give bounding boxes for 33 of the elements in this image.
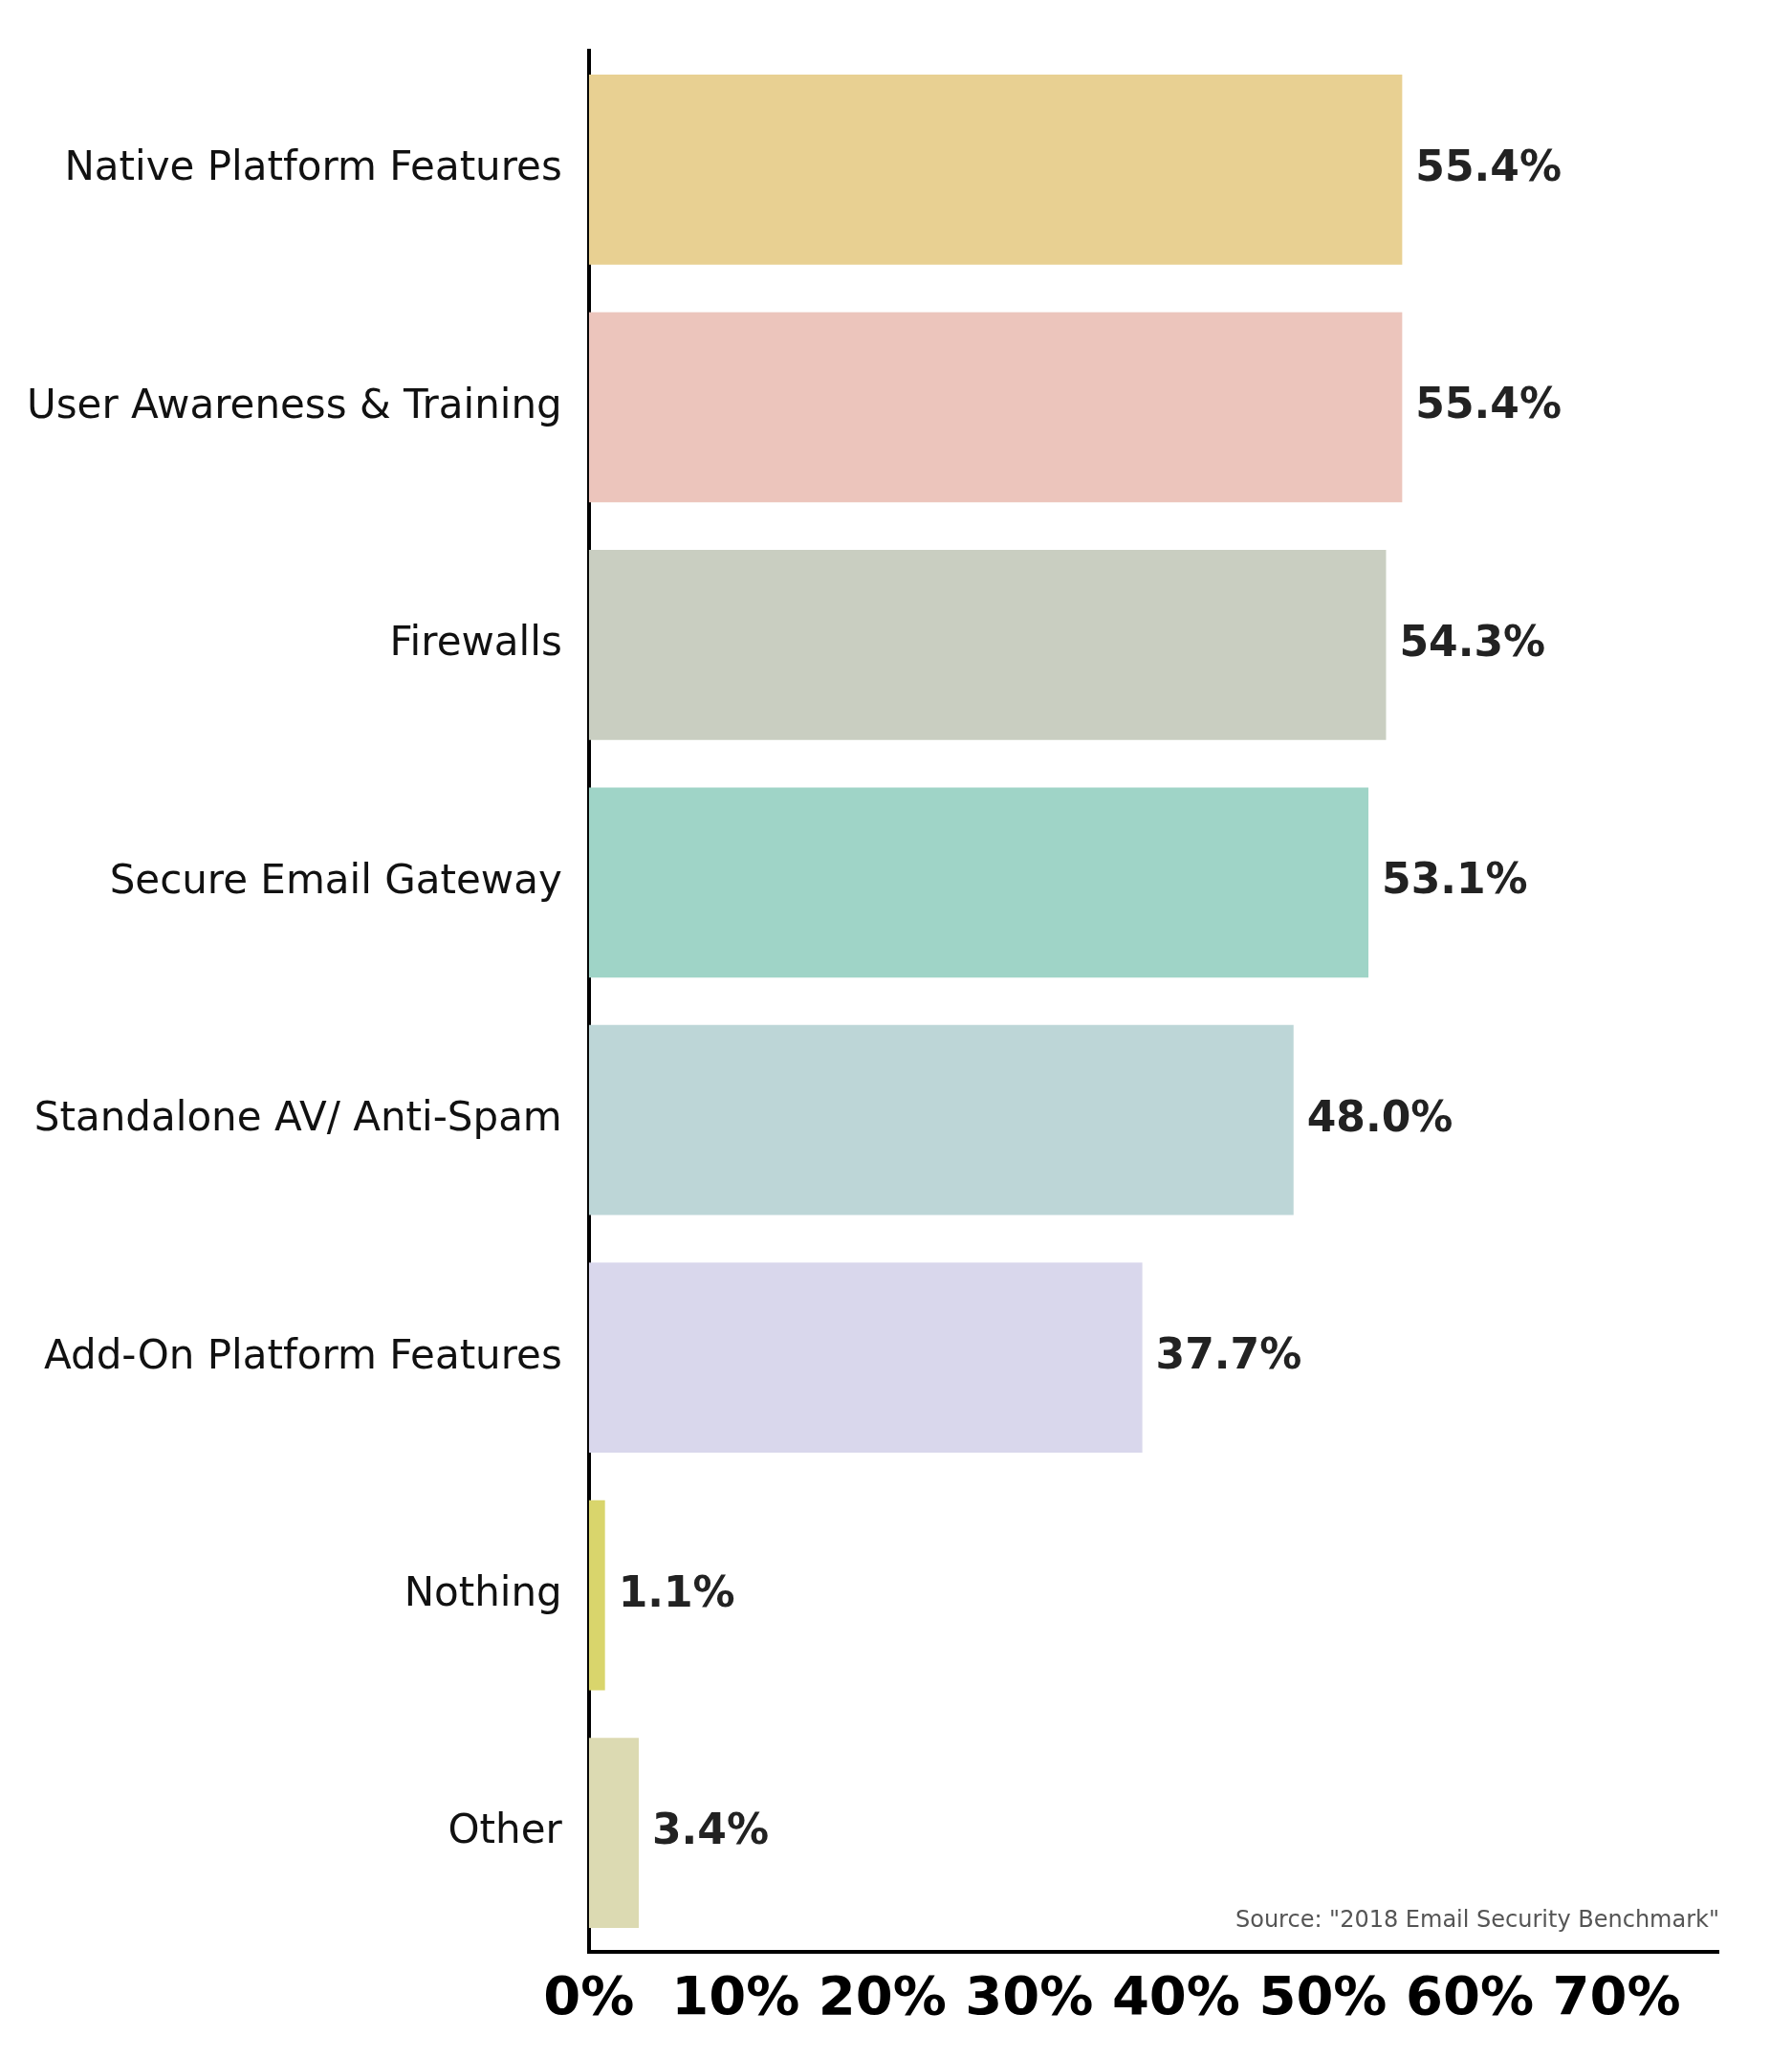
bar [588,75,1403,265]
y-tick-label: Nothing [404,1568,562,1616]
x-tick-label: 30% [965,1963,1094,2026]
x-tick-label: 40% [1111,1963,1240,2026]
y-tick-label: Other [448,1806,563,1853]
data-label: 53.1% [1382,854,1528,904]
bar [588,312,1403,503]
bar [588,787,1369,978]
y-tick-label: Firewalls [389,618,562,666]
x-tick-label: 70% [1552,1963,1681,2026]
y-tick-label: Add-On Platform Features [44,1330,562,1378]
x-tick-label: 0% [543,1963,635,2026]
data-label: 55.4% [1415,141,1563,190]
data-label: 48.0% [1306,1091,1453,1141]
bar [588,1262,1143,1454]
y-tick-label: Standalone AV/ Anti-Spam [33,1093,562,1141]
data-label: 1.1% [618,1566,735,1616]
x-tick-label: 20% [818,1963,947,2026]
data-label: 3.4% [651,1805,770,1854]
data-label: 55.4% [1415,379,1563,428]
annotation: Source: "2018 Email Security Benchmark" [1235,1906,1719,1934]
y-tick-label: Secure Email Gateway [109,855,562,903]
data-label: 37.7% [1155,1329,1302,1379]
y-tick-label: User Awareness & Training [27,380,562,427]
x-tick-label: 50% [1258,1963,1388,2026]
bar [588,1738,639,1928]
data-label: 54.3% [1399,616,1546,666]
x-tick-label: 60% [1405,1963,1535,2026]
bar [588,1024,1294,1215]
y-tick-label: Native Platform Features [64,142,562,190]
bar [588,1500,605,1691]
bar [588,549,1387,740]
x-tick-label: 10% [671,1963,800,2026]
